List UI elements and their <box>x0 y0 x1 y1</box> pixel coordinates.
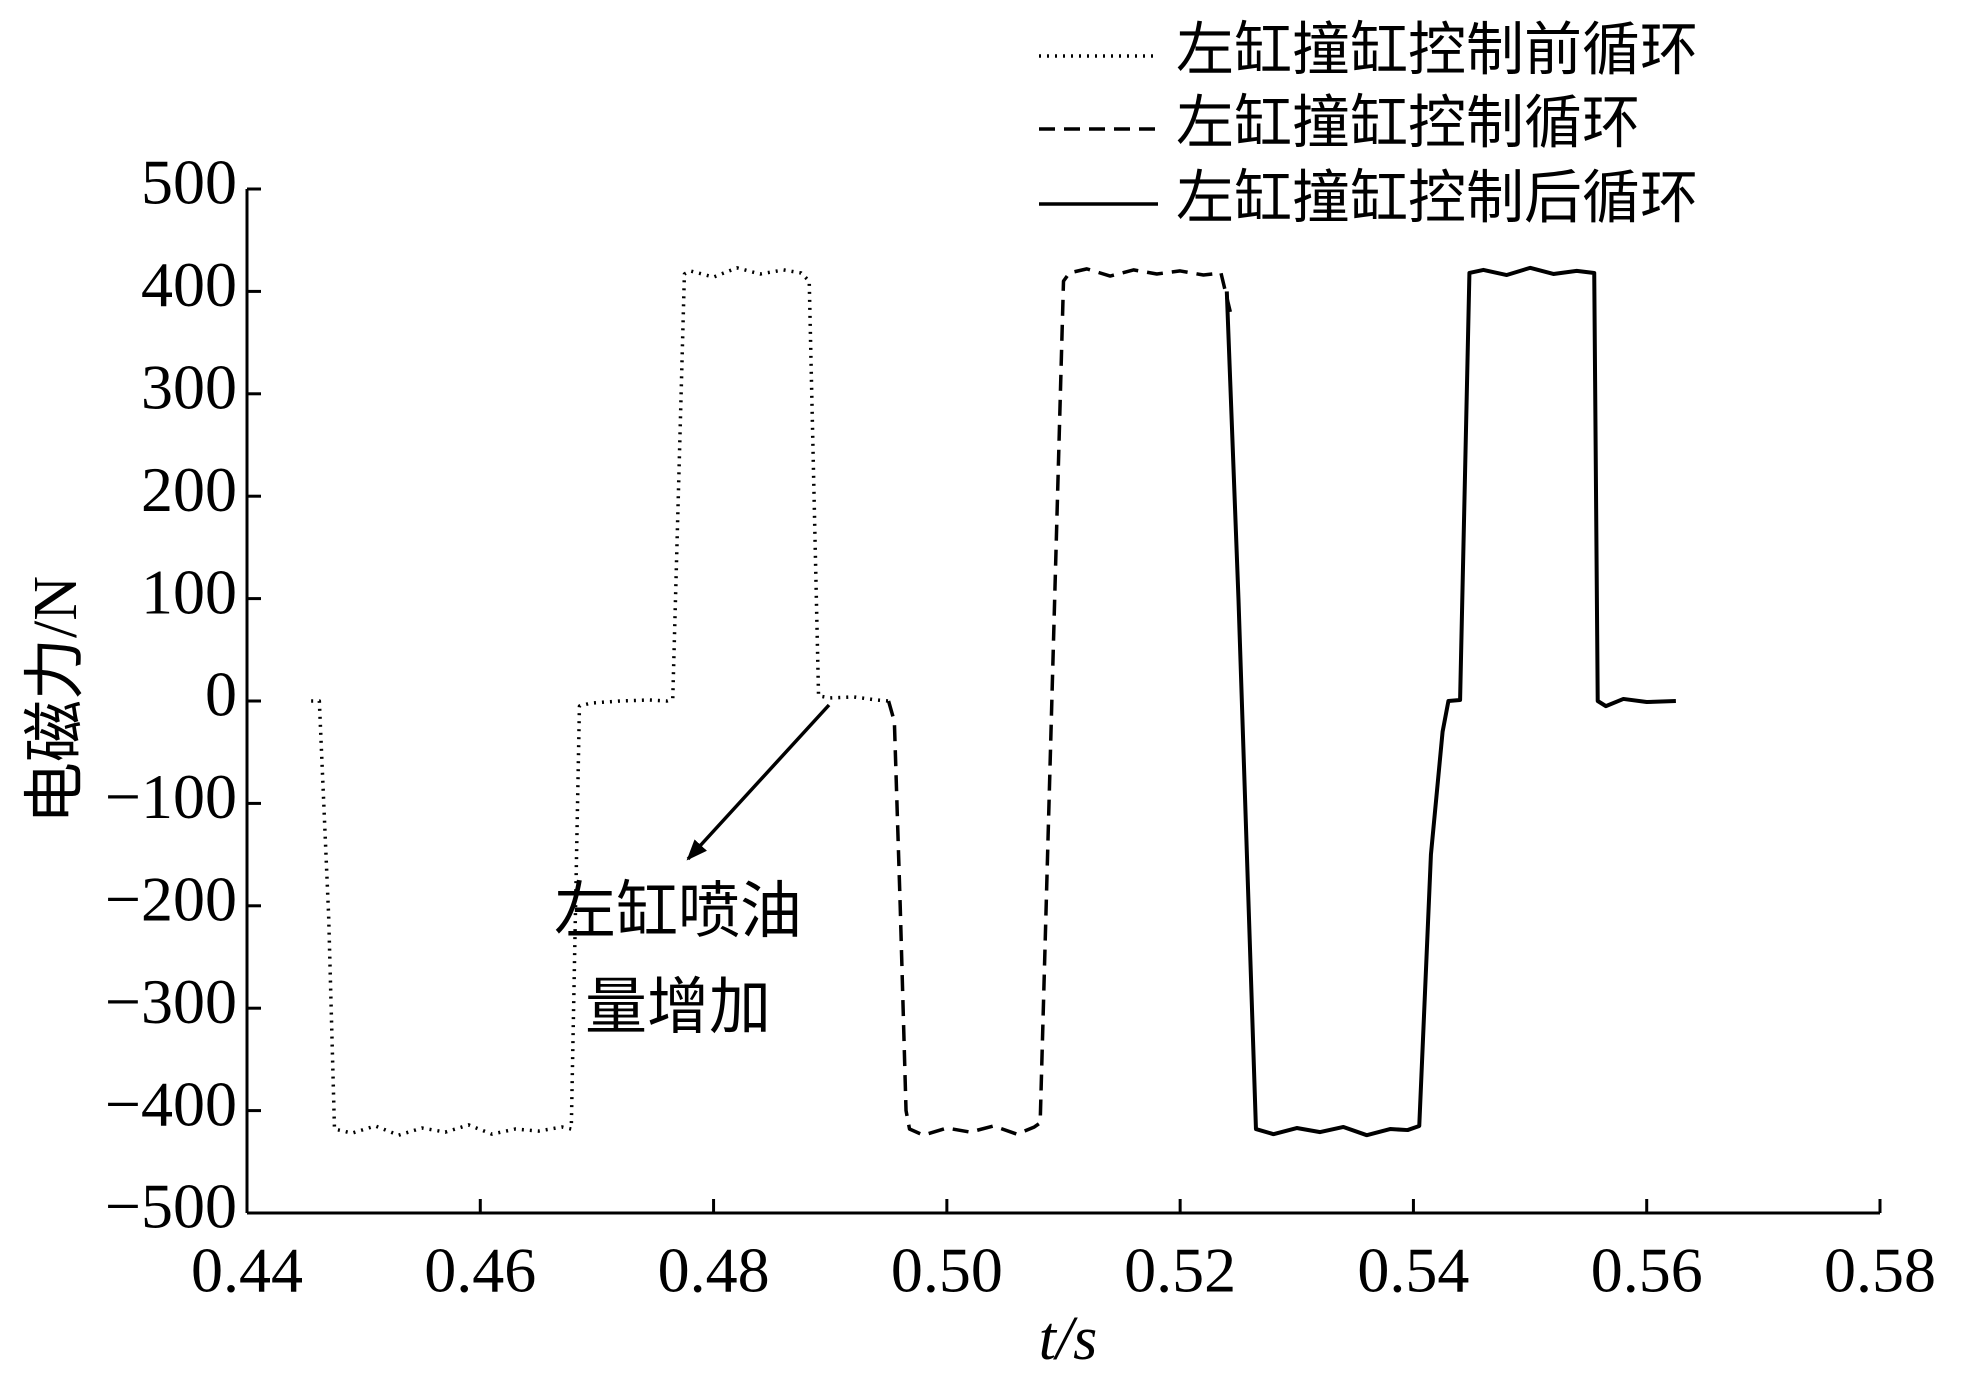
annotation-arrow <box>686 703 831 861</box>
legend-label: 左缸撞缸控制循环 <box>1176 90 1640 155</box>
series-line <box>1224 265 1676 1138</box>
x-tick-label: 0.52 <box>1124 1235 1236 1306</box>
series-line <box>886 267 1233 1137</box>
y-axis-label: 电磁力/N <box>22 576 90 824</box>
x-axis-label: t/s <box>1039 1305 1098 1373</box>
x-tick-label: 0.54 <box>1357 1235 1469 1306</box>
legend-label: 左缸撞缸控制前循环 <box>1176 17 1698 82</box>
y-tick-label: −500 <box>105 1171 237 1242</box>
y-tick-label: −100 <box>105 761 237 832</box>
y-tick-label: 500 <box>141 147 237 218</box>
y-tick-label: 400 <box>141 249 237 320</box>
x-tick-label: 0.56 <box>1591 1235 1703 1306</box>
annotation-line: 左缸喷油 <box>554 878 802 946</box>
x-tick-label: 0.46 <box>424 1235 536 1306</box>
y-tick-label: −300 <box>105 966 237 1037</box>
y-tick-label: −200 <box>105 863 237 934</box>
x-tick-label: 0.48 <box>658 1235 770 1306</box>
legend-label: 左缸撞缸控制后循环 <box>1176 165 1698 230</box>
annotation-line: 量增加 <box>585 974 771 1042</box>
x-tick-label: 0.50 <box>891 1235 1003 1306</box>
x-tick-label: 0.58 <box>1824 1235 1936 1306</box>
y-tick-label: 0 <box>205 659 237 730</box>
y-tick-label: 200 <box>141 454 237 525</box>
y-tick-label: 300 <box>141 351 237 422</box>
y-tick-label: −400 <box>105 1068 237 1139</box>
x-tick-label: 0.44 <box>191 1235 303 1306</box>
y-tick-label: 100 <box>141 556 237 627</box>
